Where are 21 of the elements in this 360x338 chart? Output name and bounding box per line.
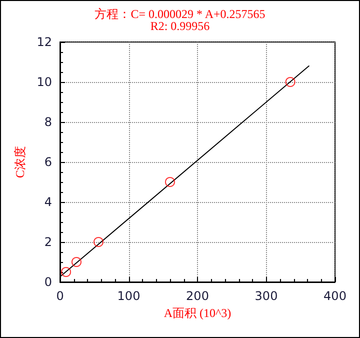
- point: [285, 77, 296, 87]
- y-axis-title: C浓度: [12, 146, 27, 178]
- chart-title: 方程：C= 0.000029 * A+0.257565: [94, 7, 266, 21]
- x-tick-label: 100: [117, 289, 140, 303]
- y-tick-label: 8: [44, 115, 52, 129]
- y-tick-label: 0: [44, 275, 52, 289]
- point: [72, 257, 82, 267]
- point: [165, 177, 175, 187]
- y-tick-label: 6: [44, 155, 52, 169]
- point: [94, 237, 104, 247]
- y-tick-label: 12: [36, 35, 52, 49]
- x-tick-label: 400: [324, 289, 346, 303]
- x-tick-label: 200: [186, 289, 209, 303]
- x-tick-label: 300: [254, 289, 278, 303]
- x-axis-title: A面积 (10^3): [164, 306, 232, 320]
- point: [61, 267, 72, 277]
- y-tick-label: 10: [36, 75, 52, 89]
- chart-subtitle: R2: 0.99956: [150, 19, 210, 33]
- y-tick-label: 4: [44, 195, 52, 209]
- x-tick-label: 0: [56, 289, 64, 303]
- y-tick-label: 2: [44, 235, 52, 249]
